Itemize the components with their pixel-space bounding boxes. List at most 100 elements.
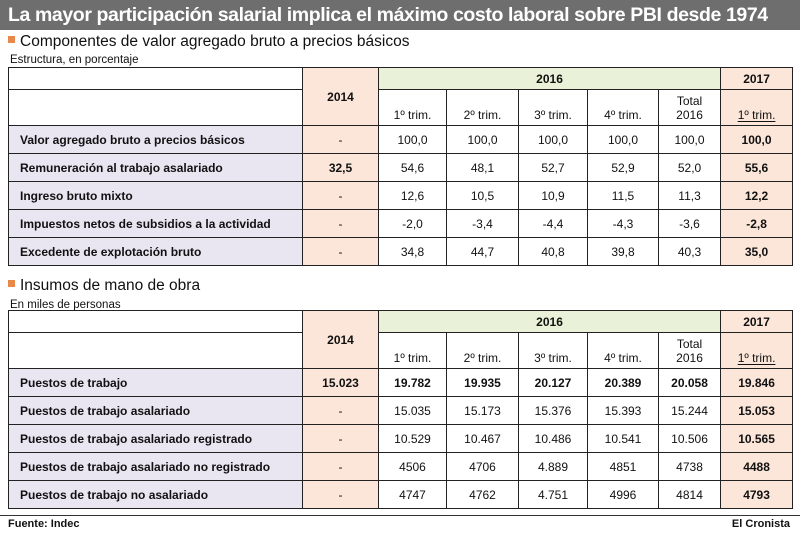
- cell-q4: 52,9: [587, 153, 659, 182]
- col-2017: 2017: [720, 310, 794, 333]
- cell-q4: 11,5: [587, 181, 659, 210]
- cell-q1: 19.782: [378, 368, 447, 397]
- cell-q4: 4851: [587, 452, 659, 481]
- section2-subtitle: En miles de personas: [10, 299, 121, 311]
- cell-q3: 20.127: [518, 368, 588, 397]
- section1-heading-text: Componentes de valor agregado bruto a pr…: [20, 33, 410, 50]
- cell-2017: 19.846: [720, 368, 794, 397]
- table-row: Ingreso bruto mixto -12,6 10,5 10,9 11,5 11,3…: [8, 181, 794, 210]
- cell-q1: -2,0: [378, 209, 447, 238]
- cell-q3: 40,8: [518, 237, 588, 266]
- cell-2017: 10.565: [720, 424, 794, 453]
- cell-q3: -4,4: [518, 209, 588, 238]
- cell-q2: 10.467: [446, 424, 519, 453]
- col-q3: 3º trim.: [518, 89, 588, 126]
- cell-q4: 100,0: [587, 125, 659, 154]
- cell-q4: 10.541: [587, 424, 659, 453]
- cell-2017: 100,0: [720, 125, 794, 154]
- col-2014: 2014: [302, 310, 379, 369]
- col-total-line1: Total: [676, 94, 703, 108]
- cell-total: 10.506: [657, 424, 722, 453]
- cell-2014: -: [302, 480, 379, 509]
- source-note: Fuente: Indec: [8, 518, 80, 530]
- brand-logo: El Cronista: [731, 518, 790, 530]
- row-label: Puestos de trabajo asalariado no registr…: [8, 452, 303, 481]
- table-row: Puestos de trabajo no asalariado -4747 476…: [8, 480, 794, 509]
- cell-2017: 4488: [720, 452, 794, 481]
- col-q1-2017: 1º trim.: [720, 89, 794, 126]
- table-labor-inputs: 2014 2016 2017 1º trim. 2º trim. 3º trim…: [8, 310, 794, 509]
- col-q3: 3º trim.: [518, 332, 588, 369]
- header-blank: [8, 89, 303, 126]
- cell-total: 11,3: [657, 181, 722, 210]
- col-total-line1: Total: [676, 337, 703, 351]
- table-row: Remuneración al trabajo asalariado 32,5 54…: [8, 153, 794, 182]
- cell-q2: 19.935: [446, 368, 519, 397]
- cell-2014: 15.023: [302, 368, 379, 397]
- section2-heading-text: Insumos de mano de obra: [20, 277, 201, 294]
- square-bullet-icon: [8, 280, 15, 287]
- section1-subtitle: Estructura, en porcentaje: [10, 54, 139, 66]
- cell-q4: 15.393: [587, 396, 659, 425]
- cell-total: 4738: [657, 452, 722, 481]
- cell-q2: 4762: [446, 480, 519, 509]
- cell-q3: 15.376: [518, 396, 588, 425]
- cell-q2: 100,0: [446, 125, 519, 154]
- cell-q2: -3,4: [446, 209, 519, 238]
- cell-total: 40,3: [657, 237, 722, 266]
- cell-q1: 34,8: [378, 237, 447, 266]
- cell-q4: 39,8: [587, 237, 659, 266]
- cell-total: 15.244: [657, 396, 722, 425]
- cell-2014: -: [302, 237, 379, 266]
- cell-q1: 10.529: [378, 424, 447, 453]
- table-row: Impuestos netos de subsidios a la activi…: [8, 209, 794, 238]
- cell-q3: 100,0: [518, 125, 588, 154]
- row-label: Valor agregado bruto a precios básicos: [8, 125, 303, 154]
- col-2014: 2014: [302, 67, 379, 126]
- cell-q3: 10,9: [518, 181, 588, 210]
- cell-2017: 15.053: [720, 396, 794, 425]
- cell-total: 4814: [657, 480, 722, 509]
- cell-q1: 54,6: [378, 153, 447, 182]
- cell-2014: -: [302, 424, 379, 453]
- cell-2017: -2,8: [720, 209, 794, 238]
- cell-2014: -: [302, 396, 379, 425]
- square-bullet-icon: [8, 36, 15, 43]
- col-total: Total 2016: [657, 89, 722, 126]
- col-2016: 2016: [377, 310, 722, 333]
- row-label: Impuestos netos de subsidios a la activi…: [8, 209, 303, 238]
- col-2016: 2016: [377, 67, 722, 90]
- cell-q2: 44,7: [446, 237, 519, 266]
- row-label: Ingreso bruto mixto: [8, 181, 303, 210]
- col-q1: 1º trim.: [378, 89, 447, 126]
- table-row: Puestos de trabajo 15.023 19.782 19.935 20.1…: [8, 368, 794, 397]
- cell-q4: 20.389: [587, 368, 659, 397]
- cell-2014: -: [302, 209, 379, 238]
- col-q1-2017-text: 1º trim.: [737, 108, 776, 122]
- cell-q3: 10.486: [518, 424, 588, 453]
- cell-q1: 100,0: [378, 125, 447, 154]
- cell-q1: 4506: [378, 452, 447, 481]
- col-q2: 2º trim.: [446, 332, 519, 369]
- page-title: La mayor participación salarial implica …: [0, 0, 800, 30]
- cell-2017: 55,6: [720, 153, 794, 182]
- cell-2017: 35,0: [720, 237, 794, 266]
- section1-heading: Componentes de valor agregado bruto a pr…: [8, 33, 409, 51]
- row-label: Excedente de explotación bruto: [8, 237, 303, 266]
- cell-2017: 12,2: [720, 181, 794, 210]
- cell-q2: 15.173: [446, 396, 519, 425]
- col-total-line2: 2016: [676, 108, 703, 122]
- col-2017: 2017: [720, 67, 794, 90]
- cell-q3: 4.889: [518, 452, 588, 481]
- footer-divider: [0, 515, 800, 516]
- row-label: Puestos de trabajo asalariado: [8, 396, 303, 425]
- cell-2014: -: [302, 125, 379, 154]
- row-label: Remuneración al trabajo asalariado: [8, 153, 303, 182]
- table-row: Puestos de trabajo asalariado no registr…: [8, 452, 794, 481]
- col-total: Total 2016: [657, 332, 722, 369]
- table-row: Valor agregado bruto a precios básicos -1…: [8, 125, 794, 154]
- cell-2014: -: [302, 181, 379, 210]
- row-label: Puestos de trabajo: [8, 368, 303, 397]
- table-row: Excedente de explotación bruto -34,8 44,7 4…: [8, 237, 794, 266]
- row-label: Puestos de trabajo no asalariado: [8, 480, 303, 509]
